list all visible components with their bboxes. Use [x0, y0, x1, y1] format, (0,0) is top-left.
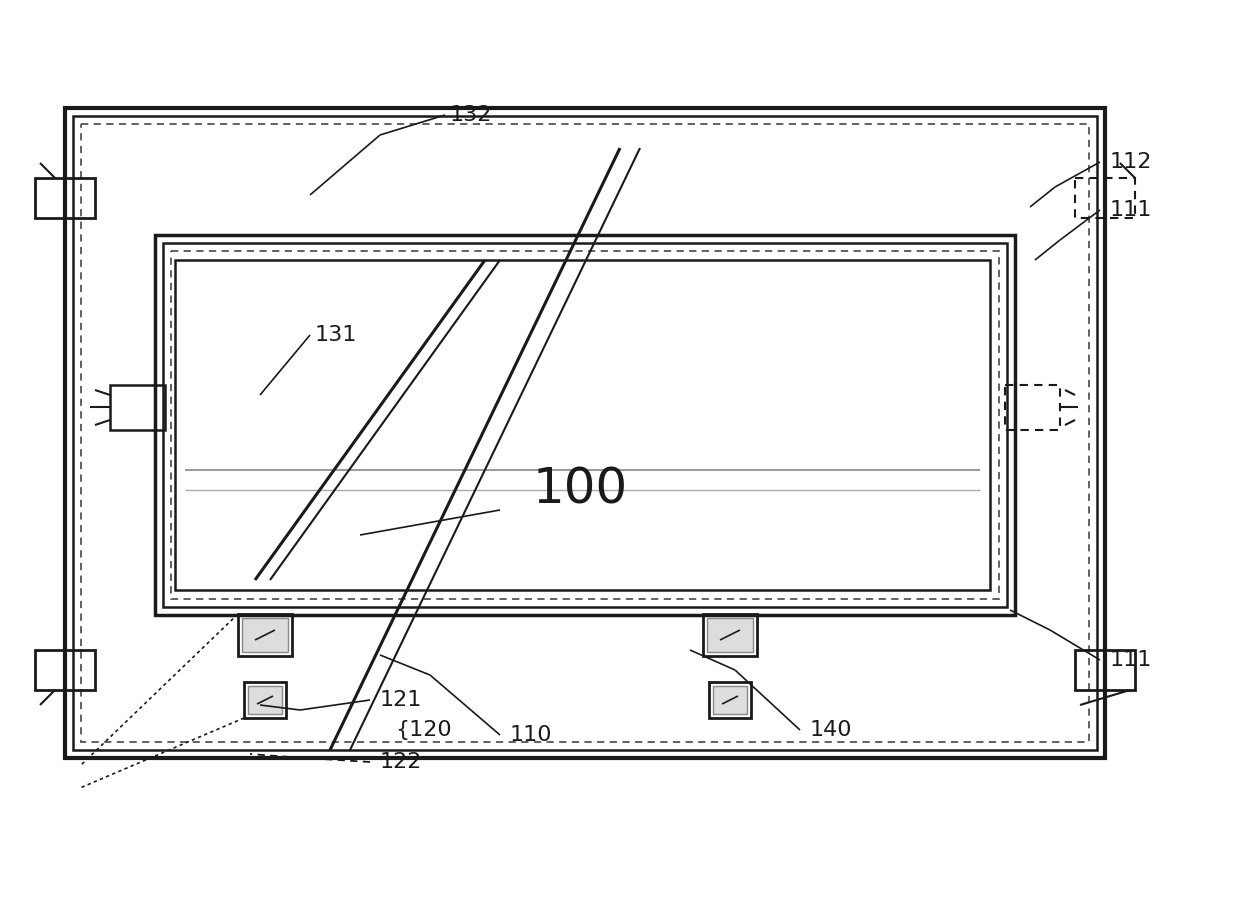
Text: 112: 112	[1110, 152, 1152, 172]
Text: 110: 110	[510, 725, 553, 745]
Bar	[81, 124, 1089, 742]
Text: {120: {120	[396, 720, 451, 740]
Text: 140: 140	[810, 720, 853, 740]
Bar	[175, 260, 990, 590]
Bar	[35, 178, 95, 218]
Bar	[64, 108, 1105, 758]
Bar	[1004, 385, 1060, 430]
Bar	[171, 251, 999, 599]
Bar	[35, 650, 95, 690]
Bar	[713, 686, 746, 714]
Bar	[110, 385, 165, 430]
Bar	[162, 243, 1007, 607]
Text: 131: 131	[315, 325, 357, 345]
Text: 121: 121	[379, 690, 423, 710]
Text: 132: 132	[450, 105, 492, 125]
Text: 111: 111	[1110, 200, 1152, 220]
Bar	[155, 235, 1016, 615]
Text: 122: 122	[379, 752, 423, 772]
Bar	[709, 682, 751, 718]
Text: 100: 100	[532, 466, 627, 514]
Text: 111: 111	[1110, 650, 1152, 670]
Bar	[703, 614, 756, 656]
Bar	[244, 682, 286, 718]
Bar	[707, 618, 753, 652]
Bar	[1075, 178, 1135, 218]
Bar	[73, 116, 1097, 750]
Bar	[1075, 650, 1135, 690]
Bar	[248, 686, 281, 714]
Bar	[242, 618, 288, 652]
Bar	[238, 614, 291, 656]
